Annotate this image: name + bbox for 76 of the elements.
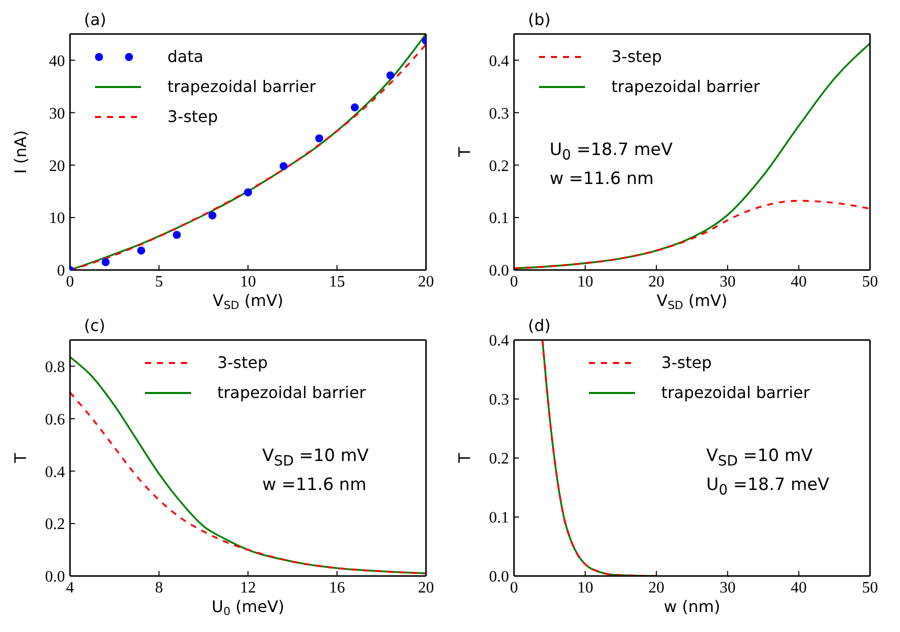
x-tick-label: 40: [790, 579, 807, 596]
point: [208, 211, 216, 220]
x-tick-label: 20: [648, 273, 664, 290]
annotation: V$_{SD}$ =10 mV: [262, 444, 369, 472]
legend-label: 3-step: [611, 46, 662, 68]
annotation: U$_{0}$ =18.7 meV: [550, 138, 673, 166]
point: [350, 103, 359, 112]
x-tick-label: 20: [418, 273, 434, 290]
y-tick-label: 40: [49, 52, 65, 70]
chart-title: (b): [528, 10, 551, 29]
y-tick-label: 0.8: [45, 358, 65, 376]
annotation: w =11.6 nm: [262, 474, 368, 498]
x-axis-title: V$_{SD}$ (mV): [212, 291, 284, 312]
annotation: U$_{0}$ =18.7 meV: [706, 474, 830, 501]
x-tick-label: 10: [577, 579, 594, 596]
x-tick-label: 50: [862, 273, 878, 290]
point: [315, 134, 324, 142]
point: [137, 246, 146, 255]
y-tick-label: 0.4: [489, 332, 509, 350]
chart-title: (d): [528, 316, 551, 335]
x-tick-label: 4: [66, 579, 74, 596]
x-tick-label: 12: [240, 579, 256, 596]
y-tick-label: 0.3: [489, 105, 509, 122]
y-tick-label: 0.1: [489, 510, 509, 527]
legend-label: 3-step: [661, 352, 712, 374]
y-tick-label: 0.0: [45, 568, 65, 586]
y-tick-label: 0.2: [45, 516, 65, 534]
x-tick-label: 10: [240, 273, 256, 290]
annotation: V$_{SD}$ =10 mV: [706, 444, 814, 472]
y-tick-label: 20: [49, 158, 65, 175]
x-tick-label: 15: [329, 273, 345, 290]
legend-label: trapezoidal barrier: [167, 76, 316, 98]
annotation: w =11.6 nm: [550, 168, 655, 192]
x-axis-title: V$_{SD}$ (mV): [656, 291, 728, 312]
y-tick-label: 0.2: [489, 450, 509, 468]
x-tick-label: 5: [155, 273, 163, 290]
x-tick-label: 10: [577, 273, 594, 290]
x-tick-label: 40: [790, 273, 807, 290]
y-axis-title: I (nA): [11, 130, 30, 174]
y-tick-label: 0.3: [489, 392, 509, 409]
x-tick-label: 30: [720, 579, 736, 596]
line-series: [542, 340, 658, 576]
chart-title: (a): [84, 10, 106, 29]
point: [280, 162, 288, 170]
y-tick-label: 0.0: [489, 262, 509, 280]
x-tick-label: 20: [418, 579, 434, 596]
legend-label: trapezoidal barrier: [611, 76, 760, 98]
y-axis-title: T: [455, 452, 474, 464]
point: [172, 230, 181, 239]
point: [386, 71, 394, 80]
y-tick-label: 10: [49, 210, 65, 228]
legend-label: 3-step: [167, 106, 218, 128]
x-tick-label: 16: [329, 579, 345, 596]
y-tick-label: 0.0: [489, 568, 509, 586]
line-series: [70, 356, 426, 574]
x-tick-label: 20: [648, 579, 664, 596]
chart-title: (c): [84, 316, 106, 335]
x-tick-label: 30: [720, 273, 736, 290]
y-tick-label: 0.4: [45, 464, 65, 481]
legend-label: trapezoidal barrier: [217, 382, 366, 404]
legend-label: data: [167, 46, 204, 68]
y-tick-label: 30: [49, 105, 65, 122]
point: [102, 258, 110, 266]
y-axis-title: T: [11, 452, 30, 464]
point: [244, 188, 252, 196]
x-axis-title: U$_{0}$ (meV): [212, 597, 284, 618]
y-tick-label: 0.6: [45, 411, 65, 428]
legend-label: trapezoidal barrier: [661, 382, 810, 404]
x-axis-title: w (nm): [664, 597, 720, 616]
legend-label: 3-step: [217, 352, 268, 374]
y-axis-title: T: [455, 146, 474, 158]
x-tick-label: 50: [862, 579, 878, 596]
y-tick-label: 0.4: [489, 52, 509, 70]
y-tick-label: 0.1: [489, 210, 509, 228]
x-tick-label: 8: [155, 579, 163, 596]
y-tick-label: 0.2: [489, 158, 509, 175]
